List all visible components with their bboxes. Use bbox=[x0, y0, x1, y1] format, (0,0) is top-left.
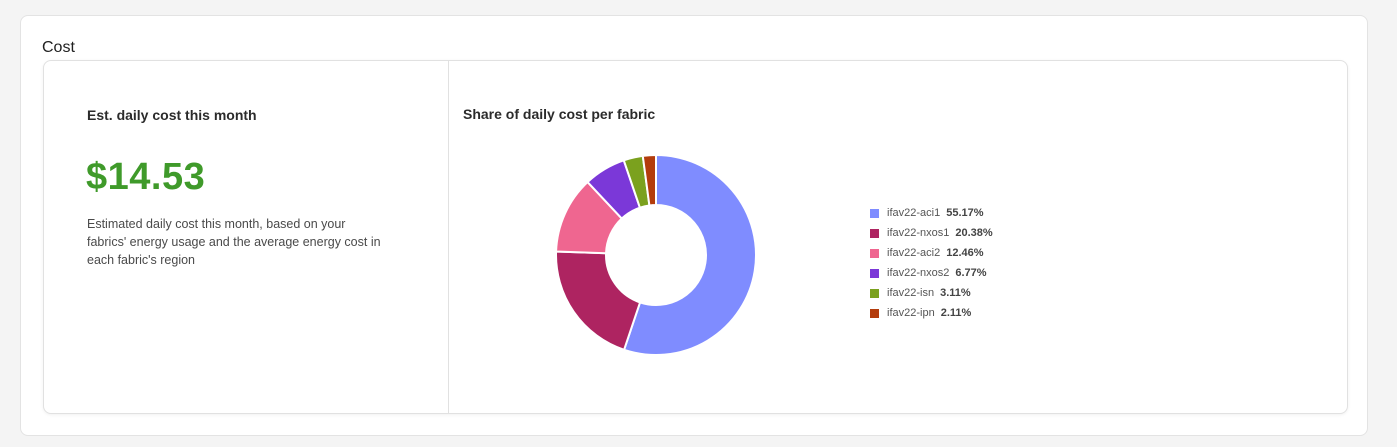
legend-swatch bbox=[870, 208, 879, 218]
legend-item[interactable]: ifav22-aci2 12.46% bbox=[870, 243, 993, 263]
legend-label: ifav22-aci1 bbox=[887, 207, 941, 219]
legend-percentage: 55.17% bbox=[946, 207, 984, 219]
legend-item[interactable]: ifav22-nxos2 6.77% bbox=[870, 263, 993, 283]
legend-label: ifav22-nxos2 bbox=[887, 267, 950, 279]
donut-slice-ifav22-ipn[interactable] bbox=[641, 153, 657, 207]
legend-percentage: 2.11% bbox=[940, 307, 972, 319]
daily-cost-value: $14.53 bbox=[86, 156, 206, 198]
legend-swatch bbox=[870, 288, 879, 298]
legend-label: ifav22-nxos1 bbox=[887, 227, 950, 239]
daily-cost-description: Estimated daily cost this month, based o… bbox=[87, 217, 381, 267]
legend-swatch bbox=[870, 228, 879, 238]
donut-chart bbox=[555, 153, 757, 356]
legend-swatch bbox=[870, 308, 879, 318]
legend-percentage: 3.11% bbox=[940, 287, 971, 299]
cost-section-card: Cost Est. daily cost this month $14.53 E… bbox=[20, 15, 1368, 436]
legend-label: ifav22-isn bbox=[887, 287, 935, 299]
panel-divider bbox=[448, 61, 449, 413]
legend-item[interactable]: ifav22-ipn 2.11% bbox=[870, 303, 993, 323]
legend-swatch bbox=[870, 268, 879, 278]
legend-item[interactable]: ifav22-isn 3.11% bbox=[870, 283, 993, 303]
legend-label: ifav22-ipn bbox=[887, 307, 935, 319]
donut-slice-ifav22-aci1[interactable] bbox=[622, 153, 757, 356]
donut-slice-ifav22-nxos1[interactable] bbox=[555, 250, 642, 352]
legend-label: ifav22-aci2 bbox=[887, 247, 941, 259]
legend-percentage: 12.46% bbox=[946, 247, 984, 259]
daily-cost-heading: Est. daily cost this month bbox=[87, 107, 257, 123]
chart-title: Share of daily cost per fabric bbox=[463, 106, 656, 122]
legend-percentage: 6.77% bbox=[955, 267, 987, 279]
legend-percentage: 20.38% bbox=[955, 227, 993, 239]
cost-panel: Est. daily cost this month $14.53 Estima… bbox=[43, 60, 1348, 414]
legend-swatch bbox=[870, 248, 879, 258]
legend-item[interactable]: ifav22-aci1 55.17% bbox=[870, 203, 993, 223]
section-title: Cost bbox=[42, 39, 75, 56]
chart-legend: ifav22-aci1 55.17% ifav22-nxos1 20.38% ifav2… bbox=[870, 203, 993, 323]
legend-item[interactable]: ifav22-nxos1 20.38% bbox=[870, 223, 993, 243]
